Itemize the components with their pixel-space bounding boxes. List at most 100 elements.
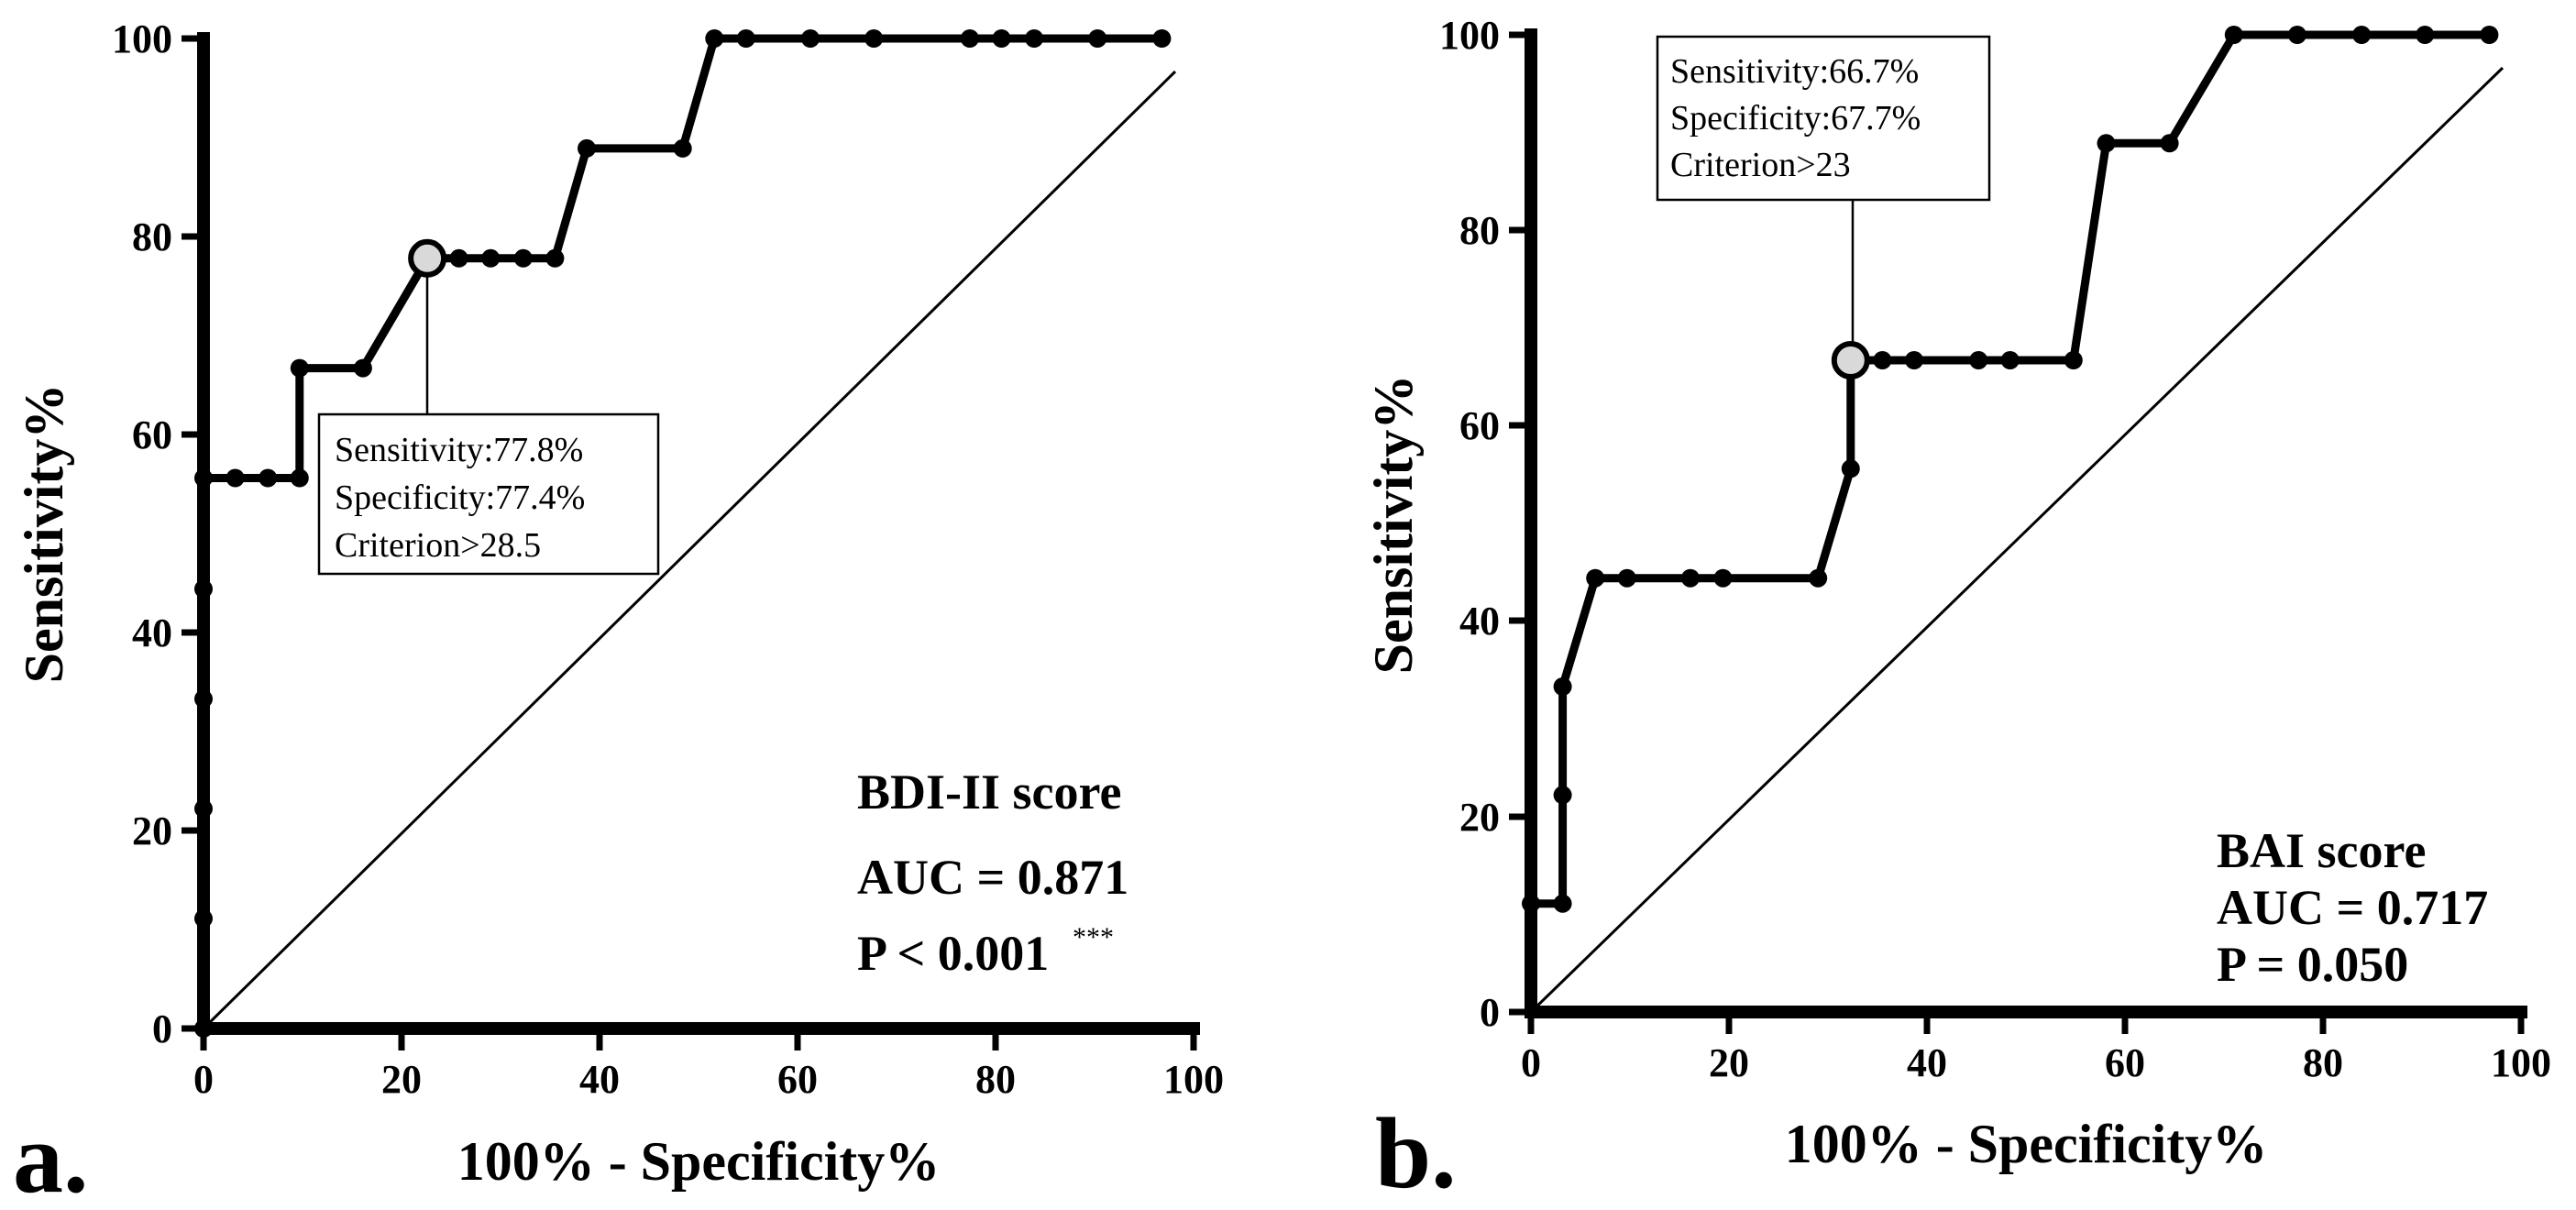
roc-point: [1617, 568, 1636, 588]
x-tick-label: 20: [1709, 1040, 1749, 1085]
callout-criterion: Criterion>23: [1670, 146, 1851, 184]
panel-b: 0 20 40 60 80 100 0 20 40 60 80 100 Sens…: [1363, 13, 2551, 1209]
roc-point: [673, 138, 692, 158]
p-value: P < 0.001: [857, 926, 1049, 981]
roc-point: [481, 248, 501, 268]
callout-specificity: Specificity:77.4%: [335, 478, 585, 517]
roc-point: [194, 799, 213, 819]
x-tick-labels: 0 20 40 60 80 100: [1521, 1040, 2551, 1085]
callout-box: Sensitivity:66.7% Specificity:67.7% Crit…: [1656, 35, 1991, 202]
auc-value: AUC = 0.871: [857, 850, 1128, 905]
roc-point: [864, 29, 884, 48]
y-tick-labels: 0 20 40 60 80 100: [1439, 13, 1500, 1035]
roc-point: [960, 29, 979, 48]
roc-point: [1969, 351, 1988, 369]
panel-label: a.: [13, 1102, 89, 1210]
roc-point: [2000, 351, 2020, 369]
roc-point: [2287, 26, 2306, 44]
reference-diagonal: [202, 70, 1177, 1030]
x-ticks: [1527, 1012, 2525, 1034]
x-tick-label: 100: [2491, 1040, 2551, 1085]
roc-point: [1025, 29, 1044, 48]
auc-value: AUC = 0.717: [2217, 880, 2488, 935]
x-tick-label: 60: [777, 1057, 818, 1102]
roc-points: [194, 29, 1172, 1038]
y-tick-label: 0: [1480, 990, 1500, 1035]
callout-sensitivity: Sensitivity:77.8%: [335, 431, 583, 469]
roc-point: [1553, 894, 1572, 913]
roc-point: [1522, 894, 1540, 913]
roc-point: [194, 579, 213, 599]
y-tick-label: 40: [132, 610, 172, 655]
x-axis-title: 100% - Specificity%: [457, 1131, 941, 1192]
callout-criterion: Criterion>28.5: [335, 526, 541, 565]
callout-frame: [317, 412, 660, 576]
y-tick-label: 60: [1459, 403, 1500, 448]
roc-point: [1873, 351, 1892, 369]
roc-point: [705, 29, 724, 48]
y-tick-label: 100: [112, 16, 172, 61]
y-tick-label: 0: [152, 1006, 172, 1051]
callout-sensitivity: Sensitivity:66.7%: [1670, 52, 1919, 91]
callout-specificity: Specificity:67.7%: [1670, 99, 1921, 138]
score-title: BAI score: [2217, 823, 2426, 878]
roc-point: [513, 248, 533, 268]
x-tick-label: 0: [1521, 1040, 1541, 1085]
callout-box: Sensitivity:77.8% Specificity:77.4% Crit…: [317, 412, 660, 576]
roc-point: [801, 29, 820, 48]
roc-point: [2224, 26, 2243, 44]
panel-a: 0 20 40 60 80 100 0 20 40 60 80 100 Sens…: [13, 16, 1224, 1210]
cutoff-point: [1831, 341, 1870, 380]
roc-point: [1152, 29, 1172, 48]
roc-point: [578, 138, 596, 158]
roc-point: [1680, 568, 1700, 588]
roc-point: [1553, 786, 1572, 805]
roc-point: [194, 1019, 213, 1038]
roc-point: [194, 689, 213, 709]
roc-point: [736, 29, 755, 48]
roc-point: [1841, 459, 1860, 478]
roc-point: [194, 909, 213, 929]
x-tick-label: 100: [1163, 1057, 1224, 1102]
roc-point: [290, 358, 309, 378]
x-axis-title: 100% - Specificity%: [1785, 1114, 2268, 1174]
roc-point: [2352, 26, 2372, 44]
callout-frame: [1656, 35, 1991, 202]
roc-point: [290, 468, 309, 488]
roc-point: [1809, 568, 1828, 588]
y-tick-labels: 0 20 40 60 80 100: [112, 16, 172, 1051]
x-tick-label: 0: [193, 1057, 214, 1102]
roc-point: [992, 29, 1011, 48]
roc-point: [1553, 677, 1572, 696]
roc-points: [1522, 26, 2499, 913]
x-tick-label: 20: [381, 1057, 422, 1102]
x-tick-label: 80: [975, 1057, 1016, 1102]
p-value: P = 0.050: [2217, 937, 2408, 992]
y-ticks: [1509, 31, 1531, 1016]
roc-point: [353, 358, 372, 378]
roc-point: [2064, 351, 2083, 369]
roc-point: [259, 468, 278, 488]
x-tick-label: 60: [2105, 1040, 2145, 1085]
reference-diagonal: [1529, 66, 2504, 1014]
x-tick-label: 40: [579, 1057, 620, 1102]
roc-point: [194, 468, 213, 488]
roc-point: [2416, 26, 2435, 44]
x-tick-labels: 0 20 40 60 80 100: [193, 1057, 1224, 1102]
y-axis-title: Sensitivity%: [14, 384, 74, 684]
roc-point: [449, 248, 468, 268]
y-ticks: [182, 35, 204, 1032]
roc-point: [545, 248, 565, 268]
roc-point: [2097, 134, 2116, 153]
x-tick-label: 80: [2303, 1040, 2343, 1085]
y-axis-title: Sensitivity%: [1363, 375, 1424, 675]
roc-point: [2160, 134, 2179, 153]
y-tick-label: 20: [1459, 795, 1500, 840]
y-tick-label: 20: [132, 808, 172, 853]
roc-point: [226, 468, 245, 488]
significance-stars: ***: [1073, 922, 1114, 952]
score-title: BDI-II score: [857, 764, 1121, 820]
roc-point: [1586, 568, 1605, 588]
roc-point: [2480, 26, 2499, 44]
